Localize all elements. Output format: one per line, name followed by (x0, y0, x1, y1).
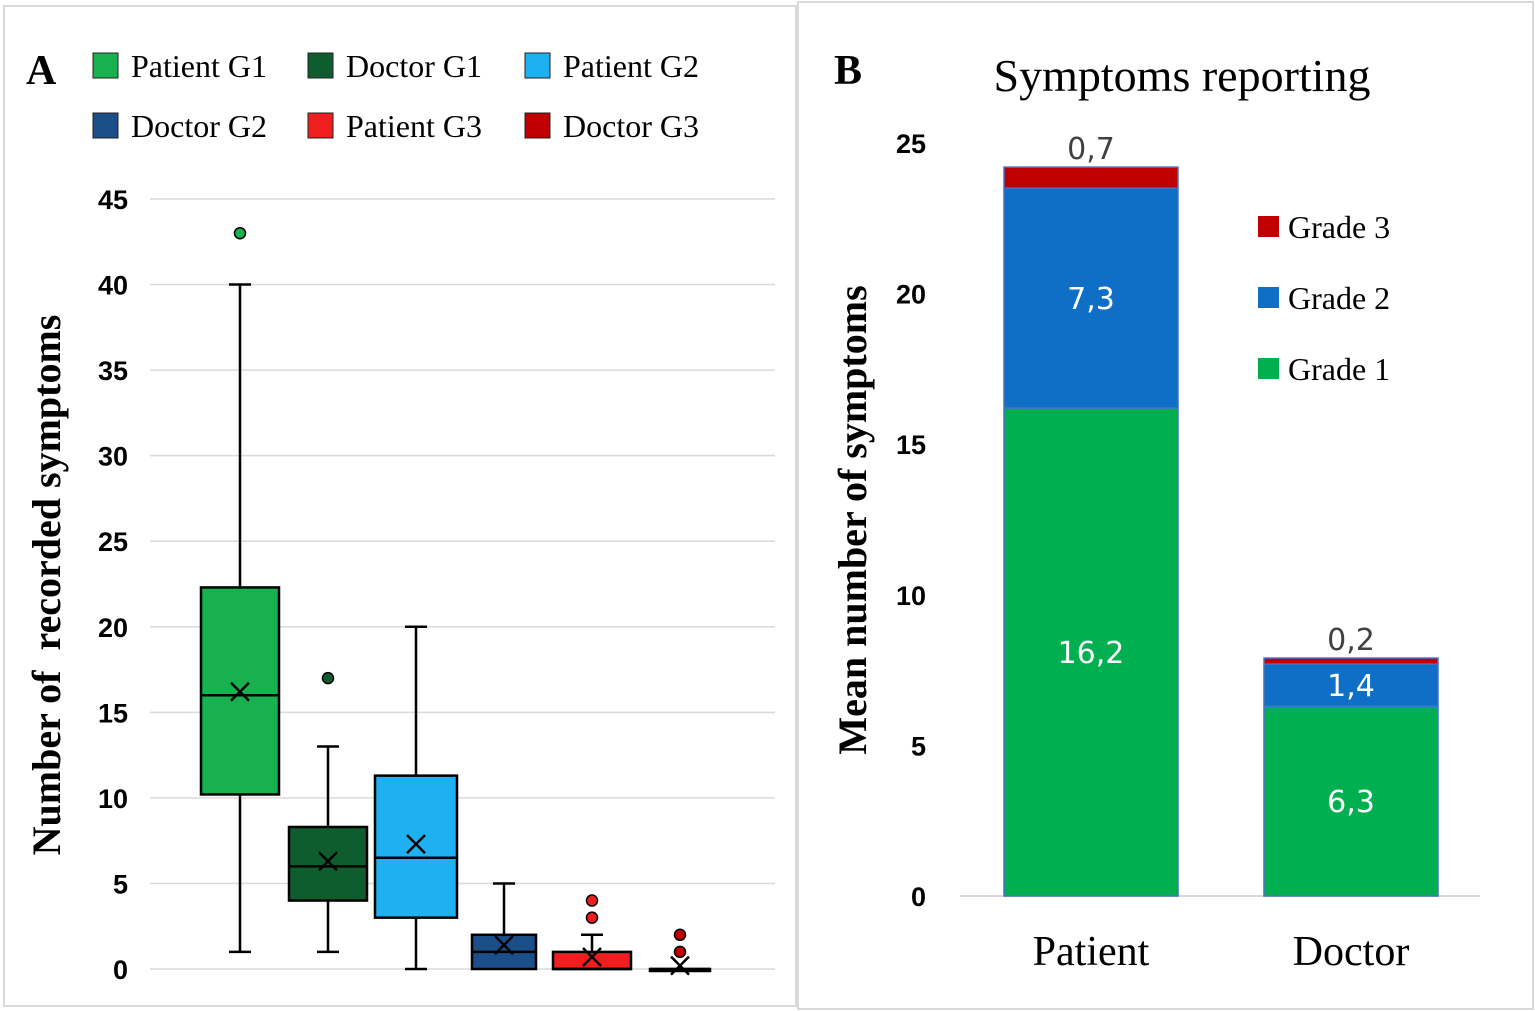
panel-b: B Symptoms reporting Mean number of symp… (797, 1, 1534, 1010)
outlier-point (585, 911, 599, 924)
box (551, 950, 633, 971)
bar-segment-grade-3 (1263, 657, 1439, 665)
legend-swatch (524, 52, 551, 79)
bar-data-label: 6,3 (1327, 785, 1375, 820)
bar-segment-grade-3 (1003, 166, 1179, 189)
bar-segment-grade-1 (1003, 407, 1179, 897)
y-tick-label: 25 (896, 129, 926, 159)
bar-data-label: 0,7 (1067, 132, 1115, 167)
y-tick-label: 0 (911, 882, 926, 912)
y-tick-label: 40 (98, 271, 128, 301)
y-tick-label: 25 (98, 527, 128, 557)
legend-label: Patient G2 (563, 48, 699, 84)
bar-segment-grade-2 (1003, 187, 1179, 409)
panel-b-letter: B (834, 48, 862, 94)
mean-marker (230, 681, 250, 702)
boxplot-doctor-g1 (287, 671, 369, 954)
legend-label: Grade 2 (1288, 280, 1390, 316)
legend-label: Doctor G3 (563, 108, 699, 144)
legend-swatch (1258, 358, 1279, 379)
legend-swatch (92, 112, 119, 139)
y-tick-label: 10 (98, 784, 128, 814)
mean-marker (406, 834, 426, 854)
panel-a-legend: Patient G1 Doctor G1 Patient G2 Doctor G2 Pa… (92, 48, 699, 144)
boxplot-patient-g2 (373, 625, 459, 971)
y-tick-label: 20 (98, 613, 128, 643)
legend-swatch (307, 112, 334, 139)
mean-marker (318, 851, 338, 872)
panel-a: A Patient G1 Doctor G1 Patient G2 Doctor G2… (3, 5, 797, 1007)
box (287, 825, 369, 902)
panel-b-y-ticks: 0 5 10 15 20 25 (896, 129, 926, 912)
y-tick-label: 45 (98, 185, 128, 215)
y-tick-label: 35 (98, 356, 128, 386)
y-tick-label: 15 (98, 698, 128, 728)
panel-b-y-axis-title: Mean number of symptoms (830, 285, 875, 754)
boxplot-patient-g3 (551, 894, 633, 971)
outlier-point (673, 928, 687, 942)
mean-marker (670, 955, 690, 976)
y-tick-label: 10 (896, 581, 926, 611)
panel-a-y-ticks: 0 5 10 15 20 25 30 35 40 45 (98, 185, 128, 985)
legend-label: Doctor G2 (131, 108, 267, 144)
outlier-point (321, 671, 335, 685)
box (373, 774, 459, 919)
boxplot-doctor-g3 (648, 928, 712, 976)
outlier-point (233, 226, 247, 240)
category-label: Doctor (1293, 929, 1410, 975)
y-tick-label: 15 (896, 430, 926, 460)
boxplot-doctor-g2 (470, 882, 538, 971)
outlier-point (673, 945, 687, 959)
legend-label: Grade 3 (1288, 209, 1390, 245)
legend-swatch (1258, 216, 1279, 237)
legend-label: Grade 1 (1288, 351, 1390, 387)
legend-swatch (92, 52, 119, 79)
bar-segment-grade-2 (1263, 663, 1439, 707)
legend-swatch (1258, 287, 1279, 308)
y-tick-label: 5 (113, 869, 128, 899)
boxplot-patient-g1 (199, 226, 281, 954)
bar-data-label: 0,2 (1327, 623, 1375, 658)
legend-label: Patient G1 (131, 48, 267, 84)
bar-data-label: 7,3 (1067, 282, 1115, 317)
panel-a-gridlines (150, 198, 775, 970)
panel-a-y-axis-title: Number of recorded symptoms (24, 315, 69, 856)
legend-label: Patient G3 (346, 108, 482, 144)
category-label: Patient (1033, 929, 1150, 975)
bar-data-label: 1,4 (1327, 669, 1375, 704)
panel-b-category-labels: Patient Doctor (1033, 929, 1410, 975)
mean-marker (582, 947, 602, 967)
outlier-point (585, 894, 599, 907)
legend-swatch (307, 52, 334, 79)
panel-b-bars: 16,2 7,3 0,7 6,3 1,4 0,2 (1003, 132, 1439, 897)
y-tick-label: 20 (896, 280, 926, 310)
y-tick-label: 5 (911, 731, 926, 761)
panel-b-title: Symptoms reporting (994, 50, 1371, 101)
legend-label: Doctor G1 (346, 48, 482, 84)
panel-b-legend: Grade 3 Grade 2 Grade 1 (1258, 209, 1390, 387)
legend-swatch (524, 112, 551, 139)
panel-a-letter: A (26, 48, 57, 94)
bar-data-label: 16,2 (1058, 636, 1125, 671)
y-tick-label: 0 (113, 955, 128, 985)
mean-marker (494, 935, 514, 955)
y-tick-label: 30 (98, 442, 128, 472)
panel-a-boxplots (199, 226, 712, 976)
